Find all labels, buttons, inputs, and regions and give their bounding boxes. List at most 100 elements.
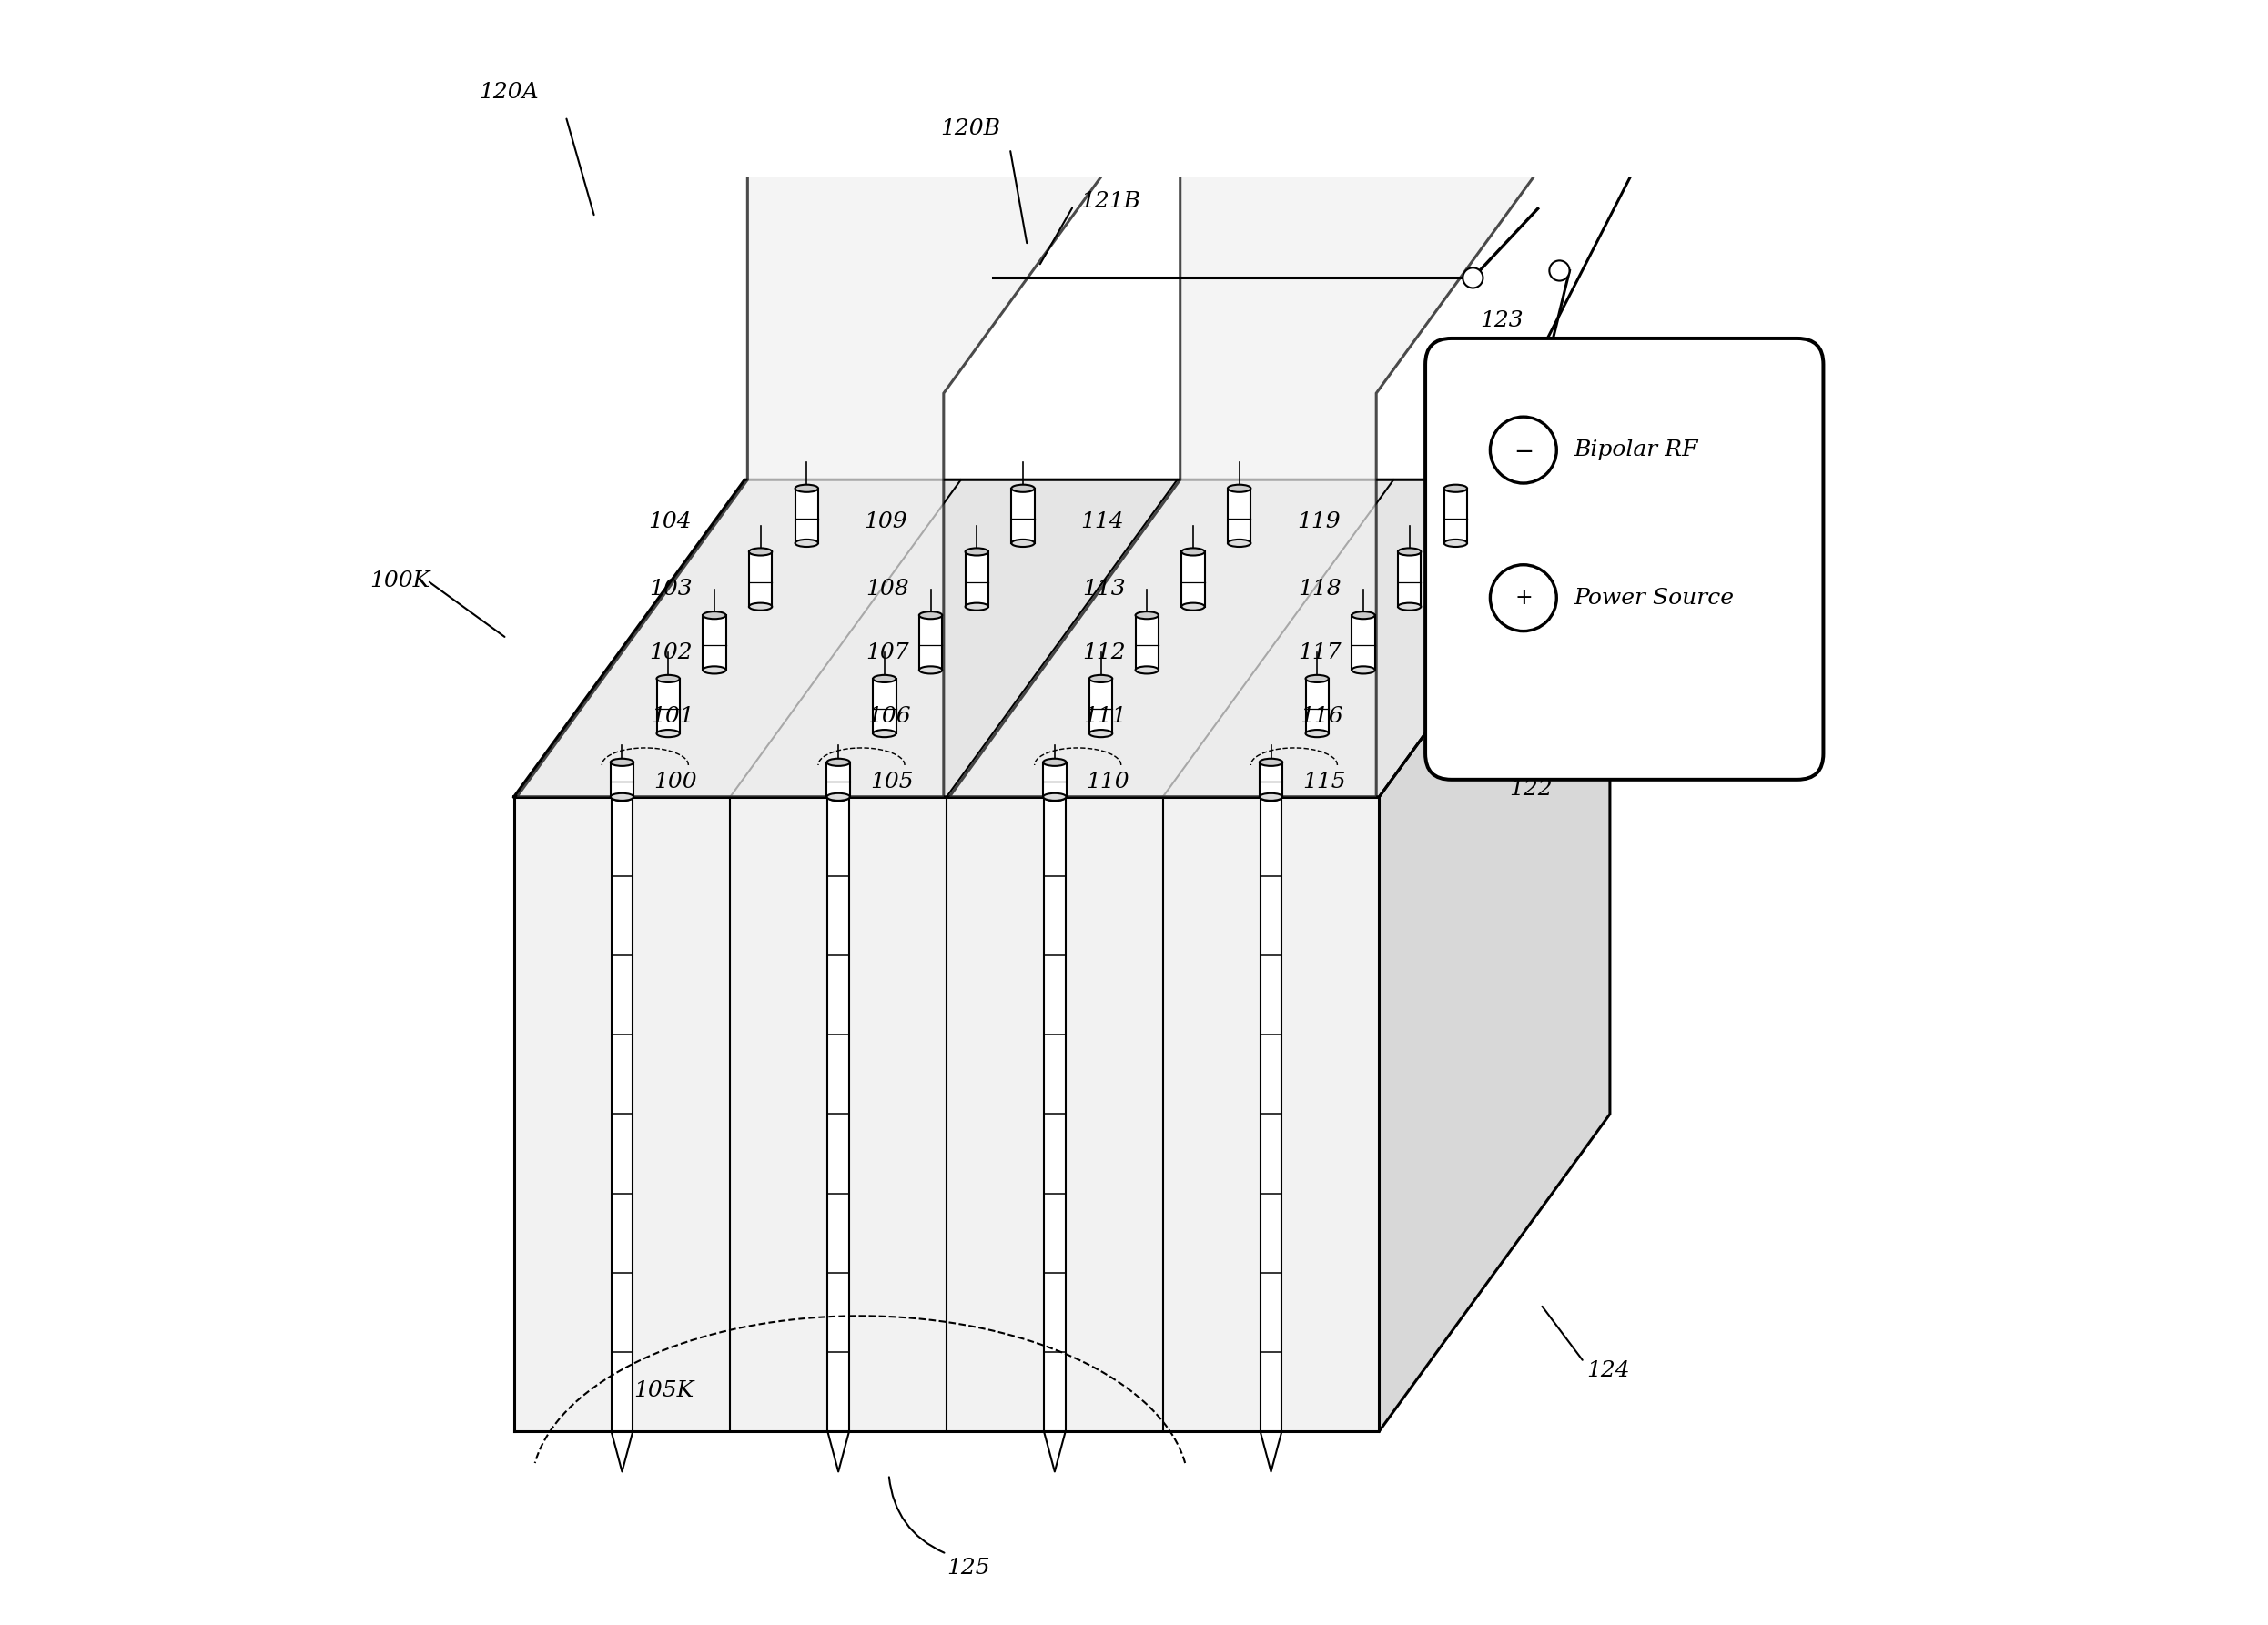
Ellipse shape <box>1182 548 1204 556</box>
Ellipse shape <box>828 793 848 801</box>
Ellipse shape <box>1259 793 1281 801</box>
Bar <box>1227 489 1252 543</box>
Bar <box>1043 762 1066 796</box>
Ellipse shape <box>1012 540 1034 548</box>
Circle shape <box>1463 268 1483 288</box>
Bar <box>1136 616 1159 670</box>
Text: 103: 103 <box>649 578 692 600</box>
Bar <box>1445 489 1467 543</box>
Text: 109: 109 <box>864 510 907 531</box>
Ellipse shape <box>1043 793 1066 801</box>
Bar <box>873 679 896 733</box>
Text: 101: 101 <box>651 705 694 726</box>
Text: 105K: 105K <box>633 1380 694 1401</box>
Ellipse shape <box>1352 611 1374 619</box>
Ellipse shape <box>1043 793 1066 801</box>
Text: 120B: 120B <box>941 119 1000 140</box>
Text: Bipolar RF: Bipolar RF <box>1574 439 1699 460</box>
Text: 112: 112 <box>1082 642 1125 663</box>
Text: 117: 117 <box>1297 642 1343 663</box>
Bar <box>1261 796 1281 1432</box>
Ellipse shape <box>873 674 896 682</box>
Circle shape <box>1490 566 1556 630</box>
Ellipse shape <box>658 730 680 738</box>
Ellipse shape <box>748 603 771 611</box>
Bar <box>966 552 989 606</box>
Polygon shape <box>1379 479 1610 1432</box>
Ellipse shape <box>1445 540 1467 548</box>
Ellipse shape <box>1012 484 1034 492</box>
Ellipse shape <box>1397 548 1422 556</box>
Text: 111: 111 <box>1084 705 1127 726</box>
Polygon shape <box>515 796 1379 1432</box>
Ellipse shape <box>1227 540 1252 548</box>
Ellipse shape <box>610 793 633 801</box>
Polygon shape <box>950 76 1608 796</box>
Ellipse shape <box>1182 603 1204 611</box>
Text: 121B: 121B <box>1080 192 1141 211</box>
Bar <box>610 796 633 1432</box>
Text: 100K: 100K <box>370 570 431 592</box>
Text: 123: 123 <box>1481 310 1524 332</box>
Text: 105: 105 <box>871 772 914 793</box>
Text: 116: 116 <box>1300 705 1343 726</box>
Bar <box>796 489 819 543</box>
Bar <box>828 796 848 1432</box>
Text: 100: 100 <box>653 772 696 793</box>
Bar <box>1043 796 1066 1432</box>
Bar <box>919 616 941 670</box>
Ellipse shape <box>1445 484 1467 492</box>
Text: 119: 119 <box>1297 510 1340 531</box>
Ellipse shape <box>658 674 680 682</box>
Ellipse shape <box>1306 730 1329 738</box>
Ellipse shape <box>703 666 726 674</box>
Ellipse shape <box>966 603 989 611</box>
Ellipse shape <box>1352 666 1374 674</box>
Text: 115: 115 <box>1302 772 1347 793</box>
Ellipse shape <box>703 611 726 619</box>
Text: 110: 110 <box>1086 772 1129 793</box>
Ellipse shape <box>1043 759 1066 765</box>
Bar <box>1012 489 1034 543</box>
Bar <box>1352 616 1374 670</box>
Circle shape <box>1490 418 1556 483</box>
Ellipse shape <box>1136 611 1159 619</box>
Ellipse shape <box>1259 759 1281 765</box>
Ellipse shape <box>610 759 633 765</box>
Text: 106: 106 <box>866 705 909 726</box>
Circle shape <box>1549 260 1569 281</box>
Text: 114: 114 <box>1080 510 1125 531</box>
Ellipse shape <box>966 548 989 556</box>
Text: 124: 124 <box>1588 1360 1631 1381</box>
Bar <box>703 616 726 670</box>
Ellipse shape <box>1306 674 1329 682</box>
Polygon shape <box>517 76 1175 796</box>
Text: 113: 113 <box>1082 578 1125 600</box>
Bar <box>658 679 680 733</box>
Bar <box>1182 552 1204 606</box>
Ellipse shape <box>1089 674 1111 682</box>
Polygon shape <box>515 479 1610 796</box>
Text: 107: 107 <box>866 642 909 663</box>
Text: 118: 118 <box>1297 578 1343 600</box>
Text: $+$: $+$ <box>1515 587 1533 609</box>
Bar <box>1397 552 1422 606</box>
Bar <box>610 762 633 796</box>
Bar <box>1259 762 1281 796</box>
Text: 122: 122 <box>1508 780 1551 800</box>
Ellipse shape <box>919 666 941 674</box>
Bar <box>748 552 771 606</box>
Ellipse shape <box>1261 793 1281 801</box>
Ellipse shape <box>1397 603 1422 611</box>
Text: 104: 104 <box>649 510 692 531</box>
Text: 125: 125 <box>946 1558 989 1578</box>
Text: Power Source: Power Source <box>1574 588 1735 608</box>
FancyBboxPatch shape <box>1424 338 1823 780</box>
Ellipse shape <box>796 540 819 548</box>
Text: 121A: 121A <box>723 0 782 3</box>
Text: 120A: 120A <box>479 81 540 102</box>
Ellipse shape <box>1089 730 1111 738</box>
Ellipse shape <box>1227 484 1252 492</box>
Bar <box>1306 679 1329 733</box>
Ellipse shape <box>828 793 850 801</box>
